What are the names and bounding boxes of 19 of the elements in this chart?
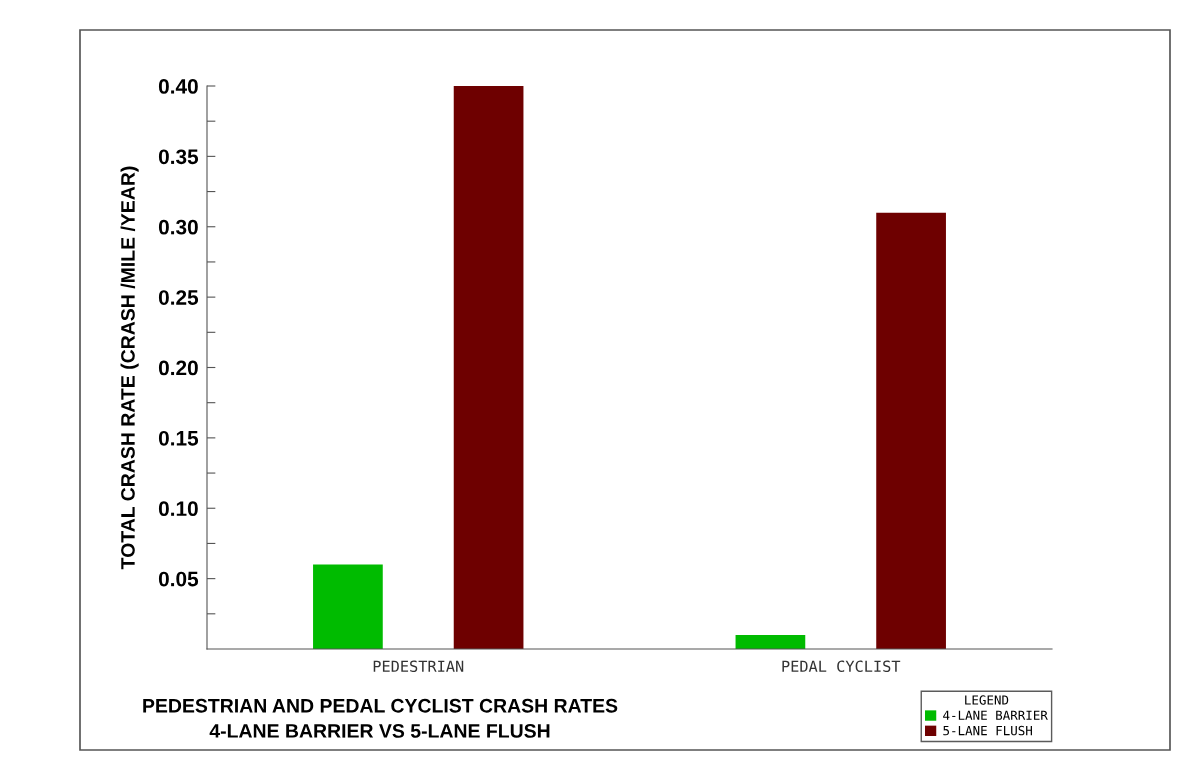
legend-label: 4-LANE BARRIER bbox=[943, 710, 1048, 720]
bar bbox=[453, 86, 524, 649]
bar bbox=[313, 564, 383, 649]
legend-title: LEGEND bbox=[965, 695, 1009, 705]
bar bbox=[876, 212, 946, 649]
y-tick-label: 0.35 bbox=[158, 149, 199, 165]
y-tick-label: 0.20 bbox=[158, 360, 198, 376]
y-tick-label: 0.10 bbox=[158, 501, 198, 516]
y-axis-title: TOTAL CRASH RATE (CRASH /MILE /YEAR) bbox=[120, 166, 139, 570]
y-tick-label: 0.30 bbox=[158, 219, 198, 235]
legend-label: 5-LANE FLUSH bbox=[943, 725, 1032, 736]
y-tick-label: 0.15 bbox=[158, 430, 199, 446]
x-tick-label: PEDAL CYCLIST bbox=[782, 660, 901, 673]
y-tick-label: 0.25 bbox=[158, 290, 199, 305]
x-tick-label: PEDESTRIAN bbox=[373, 660, 464, 673]
text: PEDESTRIAN AND PEDAL CYCLIST CRASH RATES 4-LANE BARRIER VS 5-LANE FLUSH bbox=[143, 698, 618, 738]
y-tick-label: 0.40 bbox=[158, 79, 198, 94]
y-tick-label: 0.05 bbox=[158, 571, 199, 587]
bar bbox=[735, 634, 806, 649]
